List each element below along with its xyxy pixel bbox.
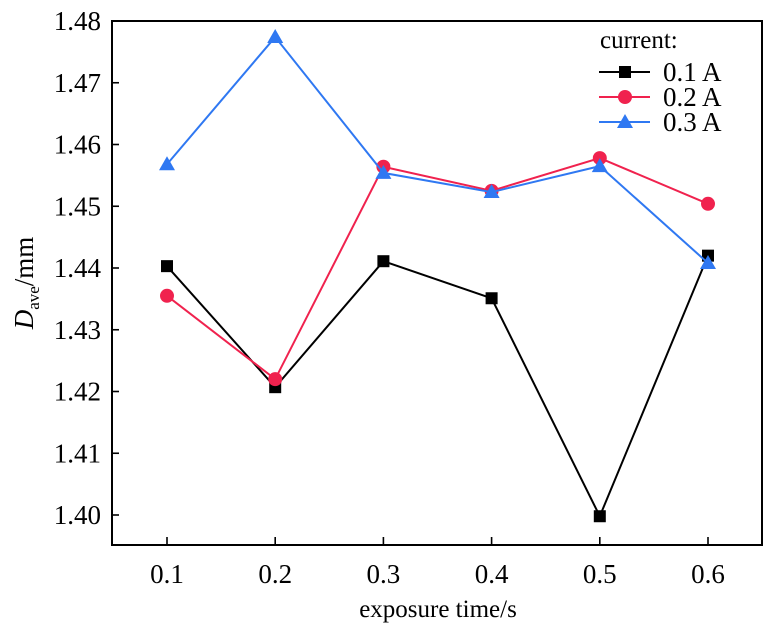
data-point [267,29,284,44]
x-axis: 0.1 0.2 0.3 0.4 0.5 0.6 [150,537,725,589]
y-tick-label: 1.46 [54,130,101,160]
legend-item: 0.2 A [599,82,722,112]
legend-label: 0.1 A [663,57,722,87]
series-line [166,157,709,381]
plot-frame [111,20,763,546]
series-line [166,35,709,264]
data-point [268,372,283,387]
data-point [377,255,390,268]
y-axis-label-subscript: ave [24,286,43,310]
y-axis: 1.40 1.41 1.42 1.43 1.44 1.45 1.46 1.47 1.48 [54,6,119,530]
data-point [160,288,174,303]
plot-area [159,29,716,523]
x-tick-label: 0.4 [475,559,509,589]
y-tick-label: 1.41 [54,438,101,468]
x-axis-label: exposure time/s [359,596,517,623]
data-point [485,292,498,305]
y-axis-label: Dave/mm [9,237,43,331]
data-point [701,196,715,211]
legend-marker [619,66,631,78]
data-point [591,158,608,173]
series-line [166,255,709,519]
x-tick-label: 0.1 [150,559,184,589]
y-axis-label-unit: /mm [9,237,39,287]
series-0-2A [160,151,715,387]
y-tick-label: 1.42 [54,377,101,407]
legend-label: 0.2 A [663,82,722,112]
legend-item: 0.3 A [599,107,722,137]
x-tick-label: 0.6 [691,559,725,589]
series-0-3A [159,29,716,270]
data-point [592,151,607,166]
y-tick-label: 1.40 [54,500,101,530]
x-tick-label: 0.2 [258,559,292,589]
legend-item: 0.1 A [599,57,722,87]
y-tick-label: 1.48 [54,6,101,36]
data-point [159,156,175,171]
data-point [161,260,173,273]
data-point [700,255,716,270]
y-tick-label: 1.47 [54,68,101,98]
legend-marker [618,90,632,104]
legend-marker [617,114,633,128]
legend: current: 0.1 A0.2 A0.3 A [599,27,722,137]
y-axis-label-main: D [9,309,39,330]
y-tick-label: 1.43 [54,315,101,345]
y-tick-label: 1.44 [54,253,102,283]
series-0-1A [161,249,714,523]
data-point [483,184,500,199]
data-point [375,164,392,179]
x-tick-label: 0.3 [367,559,401,589]
y-tick-label: 1.45 [54,191,101,221]
legend-label: 0.3 A [663,107,722,137]
x-tick-label: 0.5 [583,559,617,589]
data-point [593,510,606,523]
legend-title: current: [600,27,678,54]
